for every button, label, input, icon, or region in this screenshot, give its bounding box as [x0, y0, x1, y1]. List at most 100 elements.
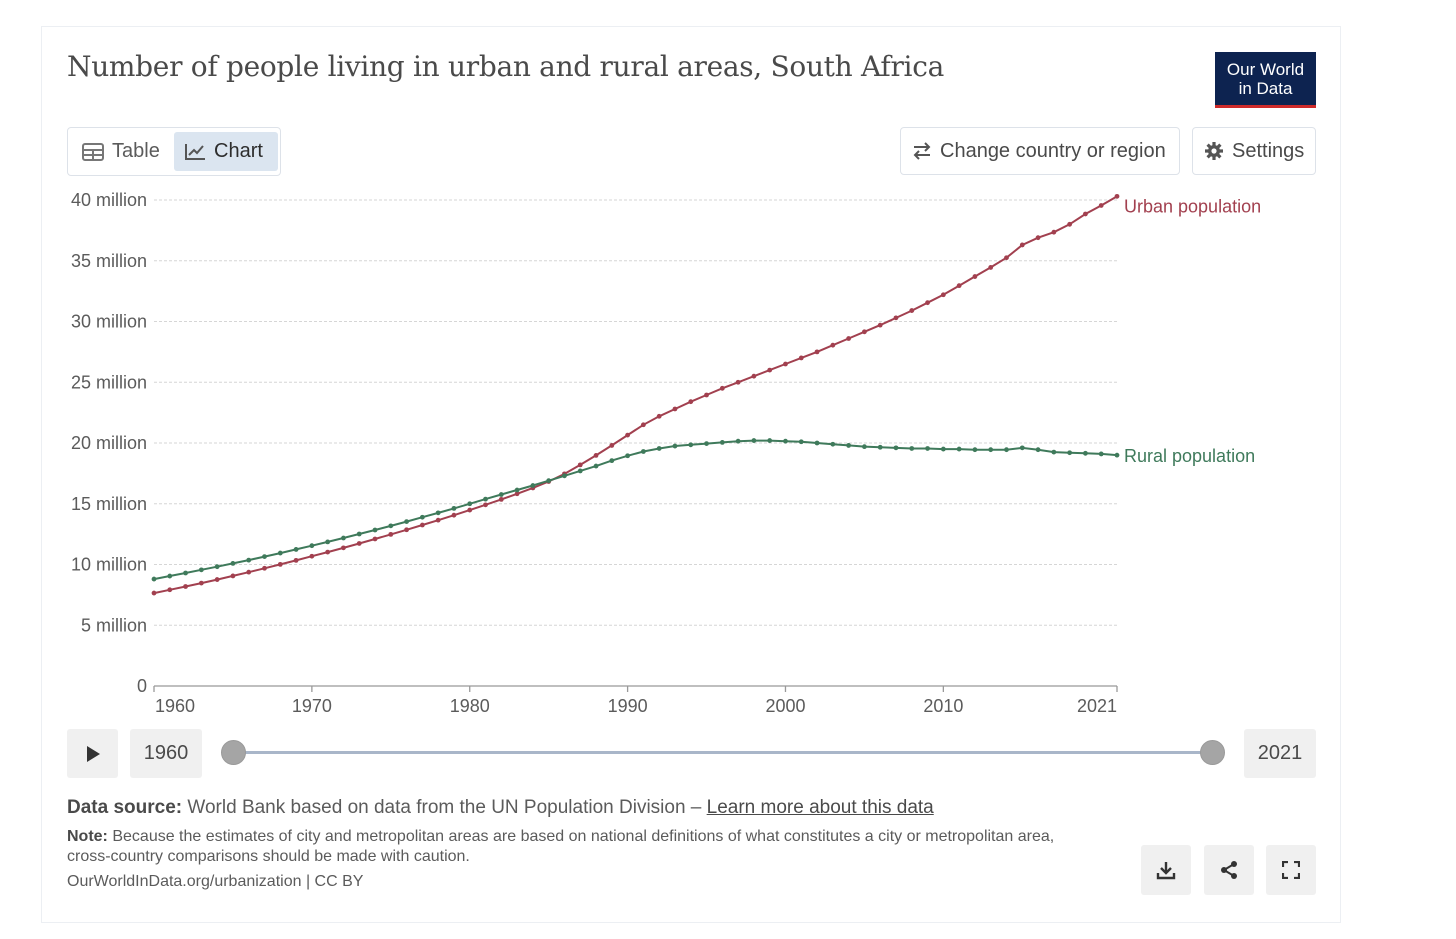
- data-point: [940, 292, 946, 298]
- data-point: [514, 487, 520, 493]
- data-point: [198, 567, 204, 573]
- axes: 0 5 million 10 million 15 million 20 million…: [71, 190, 1118, 716]
- view-tabs: Table Chart: [67, 127, 281, 176]
- data-point: [498, 496, 504, 502]
- data-point: [435, 517, 441, 523]
- play-button[interactable]: [67, 729, 118, 778]
- data-point: [783, 438, 788, 444]
- data-point: [640, 449, 646, 454]
- tab-chart-label: Chart: [214, 140, 263, 162]
- data-point: [893, 315, 899, 321]
- data-point: [1051, 449, 1057, 455]
- data-point: [925, 300, 930, 306]
- x-tick-label: 2000: [765, 696, 805, 716]
- swap-arrows-icon: [913, 142, 931, 160]
- data-point: [846, 443, 852, 448]
- data-point: [830, 441, 836, 447]
- series-labels: Urban population Rural population: [1124, 196, 1261, 466]
- logo-line-1: Our World: [1226, 60, 1305, 79]
- data-point: [798, 355, 804, 361]
- tab-chart[interactable]: Chart: [174, 132, 278, 171]
- data-point: [309, 543, 315, 549]
- data-point: [704, 392, 709, 398]
- owid-logo[interactable]: Our World in Data: [1215, 52, 1316, 108]
- change-region-label: Change country or region: [940, 139, 1166, 162]
- data-point: [419, 522, 425, 528]
- y-tick-label: 0: [137, 676, 147, 696]
- data-point: [988, 447, 994, 453]
- settings-button[interactable]: Settings: [1192, 127, 1316, 175]
- source-text: World Bank based on data from the UN Pop…: [187, 797, 702, 818]
- timeline-end-year[interactable]: 2021: [1244, 729, 1316, 778]
- data-point: [814, 440, 820, 446]
- data-point: [372, 536, 378, 542]
- data-point: [1019, 242, 1025, 248]
- data-point: [262, 554, 267, 560]
- data-point: [151, 576, 157, 582]
- data-point: [325, 549, 331, 555]
- data-point: [451, 512, 457, 518]
- data-point: [1098, 451, 1104, 457]
- data-point: [735, 379, 741, 385]
- data-point: [672, 406, 678, 412]
- y-tick-label: 5 million: [81, 615, 147, 635]
- series-label-rural: Rural population: [1124, 446, 1255, 466]
- data-point: [1083, 211, 1088, 217]
- learn-more-link[interactable]: Learn more about this data: [706, 797, 934, 818]
- data-point: [956, 283, 962, 289]
- logo-line-2: in Data: [1238, 79, 1293, 98]
- data-point: [767, 367, 773, 373]
- data-point: [498, 492, 504, 497]
- x-tick-label: 1970: [292, 696, 332, 716]
- share-button[interactable]: [1204, 845, 1254, 895]
- timeline-start-handle[interactable]: [221, 740, 246, 765]
- data-point: [388, 523, 394, 529]
- data-point: [767, 438, 773, 443]
- data-point: [167, 587, 173, 593]
- data-point: [246, 557, 252, 563]
- data-point: [435, 510, 441, 516]
- note-prefix: Note:: [67, 828, 108, 845]
- data-point: [356, 541, 362, 546]
- data-point: [751, 438, 757, 443]
- data-point: [751, 373, 757, 379]
- timeline-track[interactable]: [233, 751, 1212, 754]
- data-point: [925, 446, 930, 451]
- tab-table[interactable]: Table: [72, 132, 172, 171]
- data-point: [1067, 450, 1073, 456]
- data-point: [514, 491, 520, 497]
- data-point: [1067, 221, 1073, 227]
- data-point: [356, 531, 362, 537]
- download-button[interactable]: [1141, 845, 1191, 895]
- data-point: [467, 501, 473, 507]
- series-lines: [151, 193, 1120, 596]
- data-point: [341, 535, 346, 541]
- data-point: [1004, 447, 1009, 453]
- x-tick-label: 1990: [608, 696, 648, 716]
- x-tick-label: 2010: [923, 696, 963, 716]
- change-region-button[interactable]: Change country or region: [900, 127, 1180, 175]
- fullscreen-button[interactable]: [1266, 845, 1316, 895]
- data-point: [593, 463, 599, 469]
- play-icon: [86, 745, 100, 762]
- series-label-urban: Urban population: [1124, 196, 1261, 216]
- data-point: [704, 441, 709, 447]
- chart-note: Note: Because the estimates of city and …: [67, 827, 1097, 867]
- data-point: [909, 308, 915, 313]
- timeline-start-year[interactable]: 1960: [130, 729, 202, 778]
- data-point: [214, 564, 220, 570]
- timeline-end-handle[interactable]: [1200, 740, 1225, 765]
- data-point: [483, 496, 488, 502]
- data-point: [625, 432, 631, 438]
- data-point: [372, 527, 378, 533]
- y-tick-label: 20 million: [71, 433, 147, 453]
- data-point: [972, 447, 978, 453]
- y-tick-label: 35 million: [71, 251, 147, 271]
- data-point: [798, 439, 804, 445]
- data-point: [183, 584, 188, 589]
- data-point: [309, 553, 315, 559]
- x-tick-label: 2021: [1077, 696, 1117, 716]
- tab-table-label: Table: [112, 140, 160, 162]
- data-point: [735, 438, 741, 444]
